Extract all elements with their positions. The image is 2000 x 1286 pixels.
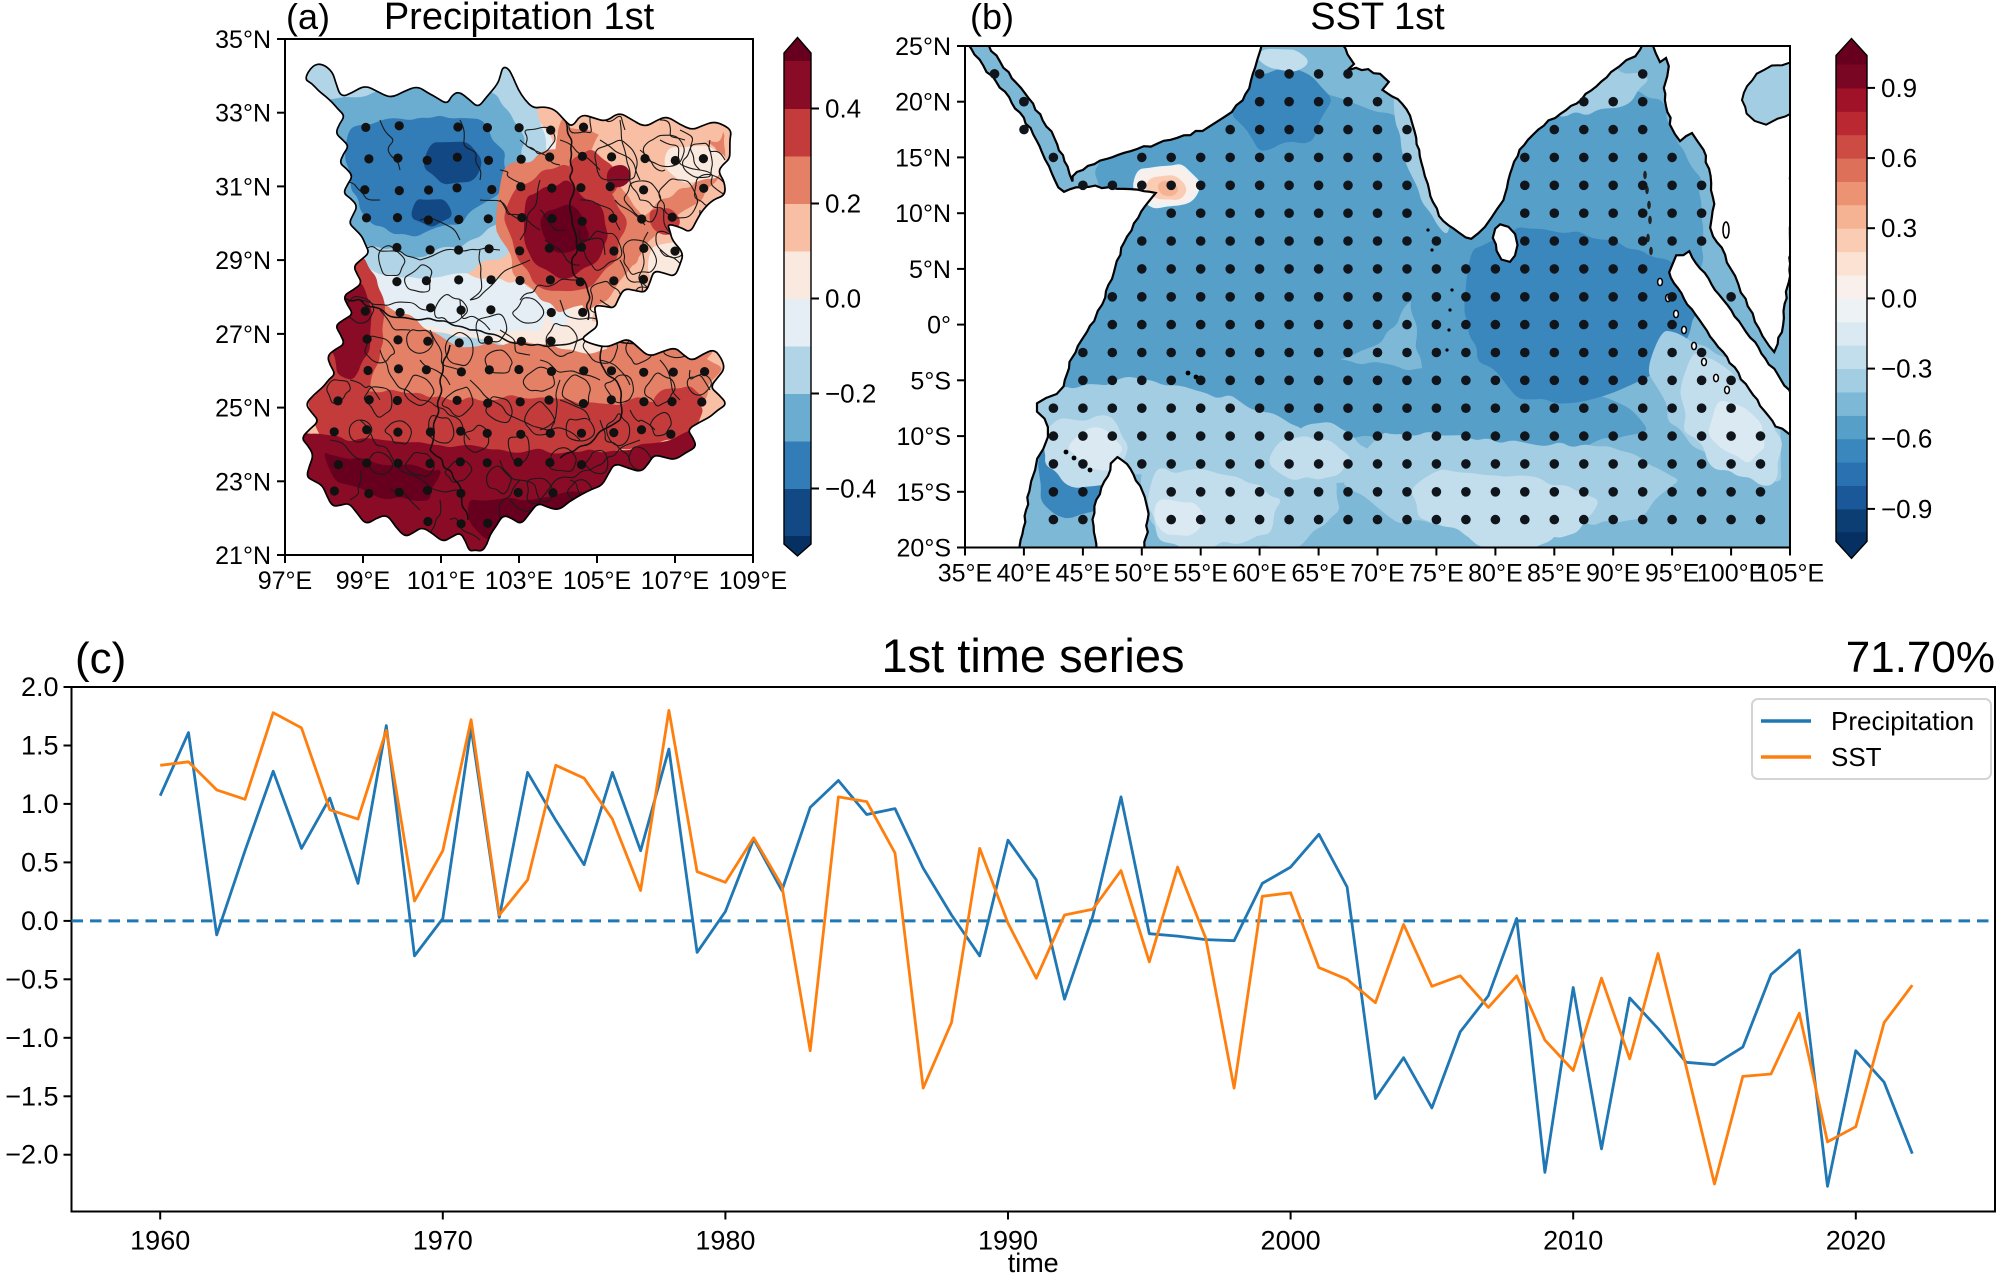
svg-text:35°N: 35°N bbox=[215, 26, 271, 54]
svg-text:SST: SST bbox=[1831, 742, 1882, 772]
svg-text:40°E: 40°E bbox=[997, 560, 1051, 588]
svg-text:−0.5: −0.5 bbox=[5, 964, 58, 994]
svg-text:−0.6: −0.6 bbox=[1881, 424, 1932, 454]
svg-text:0.5: 0.5 bbox=[21, 847, 59, 877]
svg-text:71.70%: 71.70% bbox=[1846, 633, 1995, 682]
svg-text:75°E: 75°E bbox=[1409, 560, 1463, 588]
svg-text:(c): (c) bbox=[75, 634, 126, 683]
svg-text:97°E: 97°E bbox=[258, 567, 312, 595]
svg-text:0.4: 0.4 bbox=[825, 94, 861, 124]
svg-text:55°E: 55°E bbox=[1173, 560, 1227, 588]
svg-text:25°N: 25°N bbox=[895, 33, 951, 61]
svg-text:15°N: 15°N bbox=[895, 144, 951, 172]
svg-text:103°E: 103°E bbox=[485, 567, 553, 595]
svg-text:2010: 2010 bbox=[1543, 1226, 1603, 1256]
svg-text:33°N: 33°N bbox=[215, 100, 271, 128]
svg-text:100°E: 100°E bbox=[1697, 560, 1765, 588]
svg-text:29°N: 29°N bbox=[215, 247, 271, 275]
svg-text:80°E: 80°E bbox=[1468, 560, 1522, 588]
svg-text:1.0: 1.0 bbox=[21, 789, 59, 819]
svg-text:1980: 1980 bbox=[695, 1226, 755, 1256]
svg-text:0.2: 0.2 bbox=[825, 189, 861, 219]
svg-text:50°E: 50°E bbox=[1115, 560, 1169, 588]
svg-text:20°S: 20°S bbox=[897, 535, 951, 563]
svg-text:45°E: 45°E bbox=[1056, 560, 1110, 588]
svg-text:85°E: 85°E bbox=[1527, 560, 1581, 588]
svg-text:10°N: 10°N bbox=[895, 200, 951, 228]
svg-text:60°E: 60°E bbox=[1232, 560, 1286, 588]
svg-text:1st time series: 1st time series bbox=[882, 629, 1185, 682]
svg-text:−0.2: −0.2 bbox=[825, 379, 876, 409]
svg-text:101°E: 101°E bbox=[407, 567, 475, 595]
svg-text:10°S: 10°S bbox=[897, 423, 951, 451]
svg-text:−0.3: −0.3 bbox=[1881, 354, 1932, 384]
svg-text:21°N: 21°N bbox=[215, 542, 271, 570]
svg-text:−2.0: −2.0 bbox=[5, 1140, 58, 1170]
svg-text:(a): (a) bbox=[286, 0, 330, 37]
svg-text:1960: 1960 bbox=[130, 1226, 190, 1256]
svg-text:time: time bbox=[1008, 1248, 1059, 1278]
svg-text:20°N: 20°N bbox=[895, 89, 951, 117]
svg-text:−0.9: −0.9 bbox=[1881, 494, 1932, 524]
svg-text:90°E: 90°E bbox=[1586, 560, 1640, 588]
svg-text:70°E: 70°E bbox=[1350, 560, 1404, 588]
svg-text:23°N: 23°N bbox=[215, 468, 271, 496]
svg-text:65°E: 65°E bbox=[1291, 560, 1345, 588]
svg-text:1.5: 1.5 bbox=[21, 731, 59, 761]
svg-text:−1.0: −1.0 bbox=[5, 1023, 58, 1053]
svg-text:−1.5: −1.5 bbox=[5, 1081, 58, 1111]
svg-text:2020: 2020 bbox=[1826, 1226, 1886, 1256]
svg-text:Precipitation 1st: Precipitation 1st bbox=[384, 0, 655, 38]
svg-text:15°S: 15°S bbox=[897, 479, 951, 507]
svg-text:35°E: 35°E bbox=[938, 560, 992, 588]
svg-text:0°: 0° bbox=[927, 312, 951, 340]
svg-text:(b): (b) bbox=[970, 0, 1014, 37]
svg-text:5°S: 5°S bbox=[910, 367, 951, 395]
svg-text:0.0: 0.0 bbox=[825, 284, 861, 314]
svg-text:105°E: 105°E bbox=[1756, 560, 1824, 588]
svg-text:25°N: 25°N bbox=[215, 395, 271, 423]
svg-text:SST 1st: SST 1st bbox=[1310, 0, 1445, 38]
svg-text:0.9: 0.9 bbox=[1881, 73, 1917, 103]
svg-text:1990: 1990 bbox=[978, 1226, 1038, 1256]
svg-text:0.0: 0.0 bbox=[21, 906, 59, 936]
svg-text:2.0: 2.0 bbox=[21, 672, 59, 702]
svg-text:0.3: 0.3 bbox=[1881, 213, 1917, 243]
svg-text:1970: 1970 bbox=[413, 1226, 473, 1256]
svg-text:0.6: 0.6 bbox=[1881, 143, 1917, 173]
svg-text:109°E: 109°E bbox=[719, 567, 787, 595]
svg-text:107°E: 107°E bbox=[641, 567, 709, 595]
svg-text:99°E: 99°E bbox=[336, 567, 390, 595]
svg-text:31°N: 31°N bbox=[215, 173, 271, 201]
svg-text:2000: 2000 bbox=[1261, 1226, 1321, 1256]
svg-text:95°E: 95°E bbox=[1645, 560, 1699, 588]
svg-text:105°E: 105°E bbox=[563, 567, 631, 595]
svg-text:5°N: 5°N bbox=[909, 256, 951, 284]
svg-text:Precipitation: Precipitation bbox=[1831, 706, 1974, 736]
svg-text:−0.4: −0.4 bbox=[825, 474, 876, 504]
svg-text:27°N: 27°N bbox=[215, 321, 271, 349]
svg-text:0.0: 0.0 bbox=[1881, 283, 1917, 313]
